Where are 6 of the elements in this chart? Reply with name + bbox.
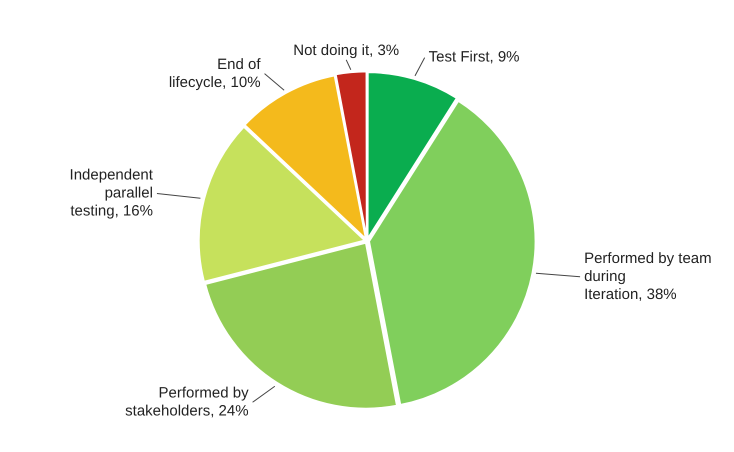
slice-label: Performed by team during Iteration, 38% — [584, 250, 712, 303]
slice-label: Not doing it, 3% — [293, 42, 400, 59]
slice-label: Test First, 9% — [428, 48, 520, 66]
slice-label: Performed by stakeholders, 24% — [125, 384, 250, 420]
slice-label: Independent parallel testing, 16% — [70, 166, 154, 220]
slice-label: End of lifecycle, 10% — [168, 56, 262, 91]
